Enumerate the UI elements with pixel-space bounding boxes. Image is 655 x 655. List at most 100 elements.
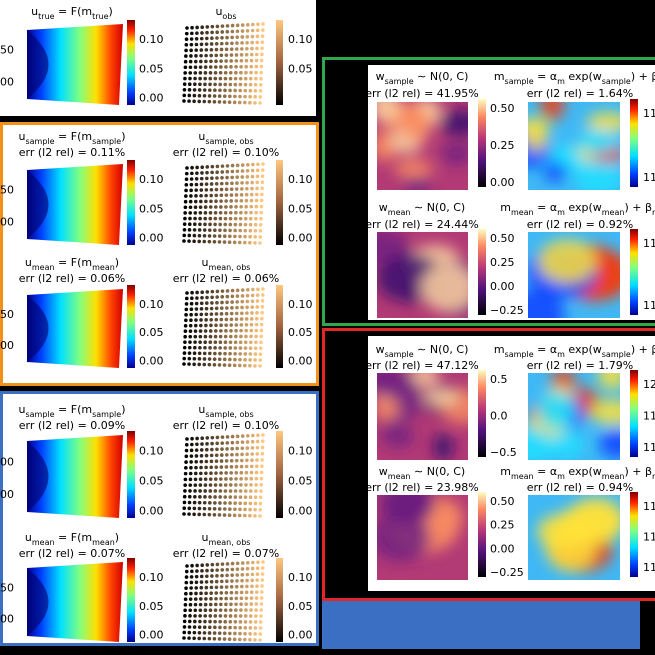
title-subscript: sample bbox=[505, 77, 534, 86]
obs-dot bbox=[200, 31, 204, 35]
obs-dot bbox=[200, 171, 204, 175]
obs-dot bbox=[214, 591, 219, 595]
obs-dot bbox=[208, 602, 213, 607]
obs-dot bbox=[189, 48, 193, 53]
obs-dot bbox=[220, 573, 224, 578]
obs-dot bbox=[188, 59, 193, 64]
obs-dot bbox=[193, 211, 198, 215]
obs-dot bbox=[220, 175, 224, 180]
obs-dot bbox=[233, 234, 237, 239]
obs-dot bbox=[260, 445, 265, 450]
obs-dot bbox=[204, 193, 208, 198]
obs-dot bbox=[239, 477, 243, 481]
obs-dot bbox=[197, 88, 202, 92]
error-label: err (l2 rel) = 0.06% bbox=[173, 272, 280, 285]
obs-dot bbox=[208, 82, 212, 87]
obs-dot bbox=[240, 175, 245, 179]
obs-dot bbox=[233, 495, 238, 499]
obs-dot bbox=[239, 608, 243, 612]
obs-dot bbox=[218, 483, 223, 487]
obs-dot bbox=[240, 578, 244, 583]
obs-dot bbox=[260, 458, 264, 462]
obs-dot bbox=[187, 512, 191, 516]
obs-dot bbox=[200, 436, 204, 441]
obs-dot bbox=[259, 608, 263, 612]
obs-dot bbox=[207, 228, 212, 232]
obs-dot bbox=[260, 578, 265, 582]
obs-dot bbox=[245, 186, 249, 191]
obs-dot bbox=[248, 234, 252, 239]
heatmap bbox=[377, 495, 468, 580]
obs-dot bbox=[193, 477, 198, 482]
obs-dot bbox=[214, 317, 219, 322]
title-subscript: mean bbox=[388, 472, 411, 481]
obs-dot bbox=[187, 506, 192, 511]
colorbar-label: 0.10 bbox=[288, 445, 313, 458]
error-label: err (l2 rel) = 0.07% bbox=[19, 547, 126, 560]
colorbar-label: 0.10 bbox=[139, 33, 164, 46]
obs-dot bbox=[202, 631, 207, 635]
obs-dot bbox=[224, 596, 228, 601]
obs-dot bbox=[224, 193, 229, 197]
obs-dot bbox=[184, 307, 189, 312]
obs-dot bbox=[261, 162, 265, 166]
obs-dot bbox=[198, 602, 203, 607]
obs-dot bbox=[219, 596, 223, 601]
obs-dot bbox=[243, 495, 248, 499]
obs-dot bbox=[255, 293, 260, 297]
obs-dot bbox=[229, 596, 234, 601]
obs-dot bbox=[227, 513, 232, 517]
obs-dot bbox=[259, 614, 263, 618]
obs-dot bbox=[192, 500, 197, 505]
obs-dot bbox=[193, 471, 198, 476]
obs-dot bbox=[194, 459, 199, 464]
obs-dot bbox=[225, 573, 229, 578]
obs-dot bbox=[259, 483, 263, 487]
obs-dot bbox=[184, 188, 188, 193]
obs-dot bbox=[235, 300, 240, 304]
obs-dot bbox=[217, 357, 222, 362]
obs-dot bbox=[246, 23, 250, 27]
obs-dot bbox=[249, 464, 254, 469]
heat-blob bbox=[377, 395, 400, 421]
obs-dot bbox=[192, 233, 197, 238]
obs-dot bbox=[240, 181, 244, 185]
obs-dot bbox=[187, 494, 192, 499]
obs-dot bbox=[209, 53, 213, 58]
obs-dot bbox=[213, 625, 217, 630]
title-subscript: sample bbox=[92, 137, 121, 146]
obs-dot bbox=[248, 216, 253, 221]
obs-dot bbox=[245, 293, 250, 298]
obs-dot bbox=[244, 483, 248, 487]
colorbar bbox=[478, 229, 486, 315]
obs-dot bbox=[224, 317, 229, 322]
obs-dot bbox=[244, 52, 249, 57]
obs-dot bbox=[185, 291, 189, 295]
obs-dot bbox=[210, 170, 214, 175]
title-subscript: mean bbox=[511, 472, 534, 481]
obs-dot bbox=[229, 205, 233, 209]
obs-dot bbox=[182, 356, 187, 361]
colorbar-label: 0.25 bbox=[490, 519, 515, 532]
obs-dot bbox=[222, 507, 227, 511]
obs-dot bbox=[219, 453, 224, 457]
colorbar-label: 0.00 bbox=[139, 232, 164, 245]
obs-dot bbox=[194, 37, 199, 41]
obs-dot bbox=[225, 169, 230, 174]
title-text: = F(m bbox=[55, 256, 93, 269]
title-text: exp(w bbox=[565, 70, 602, 83]
obs-dot bbox=[250, 168, 255, 173]
obs-dot bbox=[187, 233, 192, 238]
error-label: err (l2 rel) = 0.10% bbox=[173, 419, 280, 432]
obs-dot bbox=[235, 29, 240, 34]
obs-dot bbox=[240, 561, 245, 565]
obs-dot bbox=[192, 351, 197, 356]
obs-dot bbox=[234, 328, 238, 333]
obs-dot bbox=[260, 464, 264, 468]
obs-dot bbox=[182, 619, 187, 624]
colorbar-label: 0.00 bbox=[139, 629, 164, 642]
obs-dot bbox=[184, 54, 188, 58]
obs-dot bbox=[184, 466, 188, 470]
obs-dot bbox=[259, 76, 263, 81]
